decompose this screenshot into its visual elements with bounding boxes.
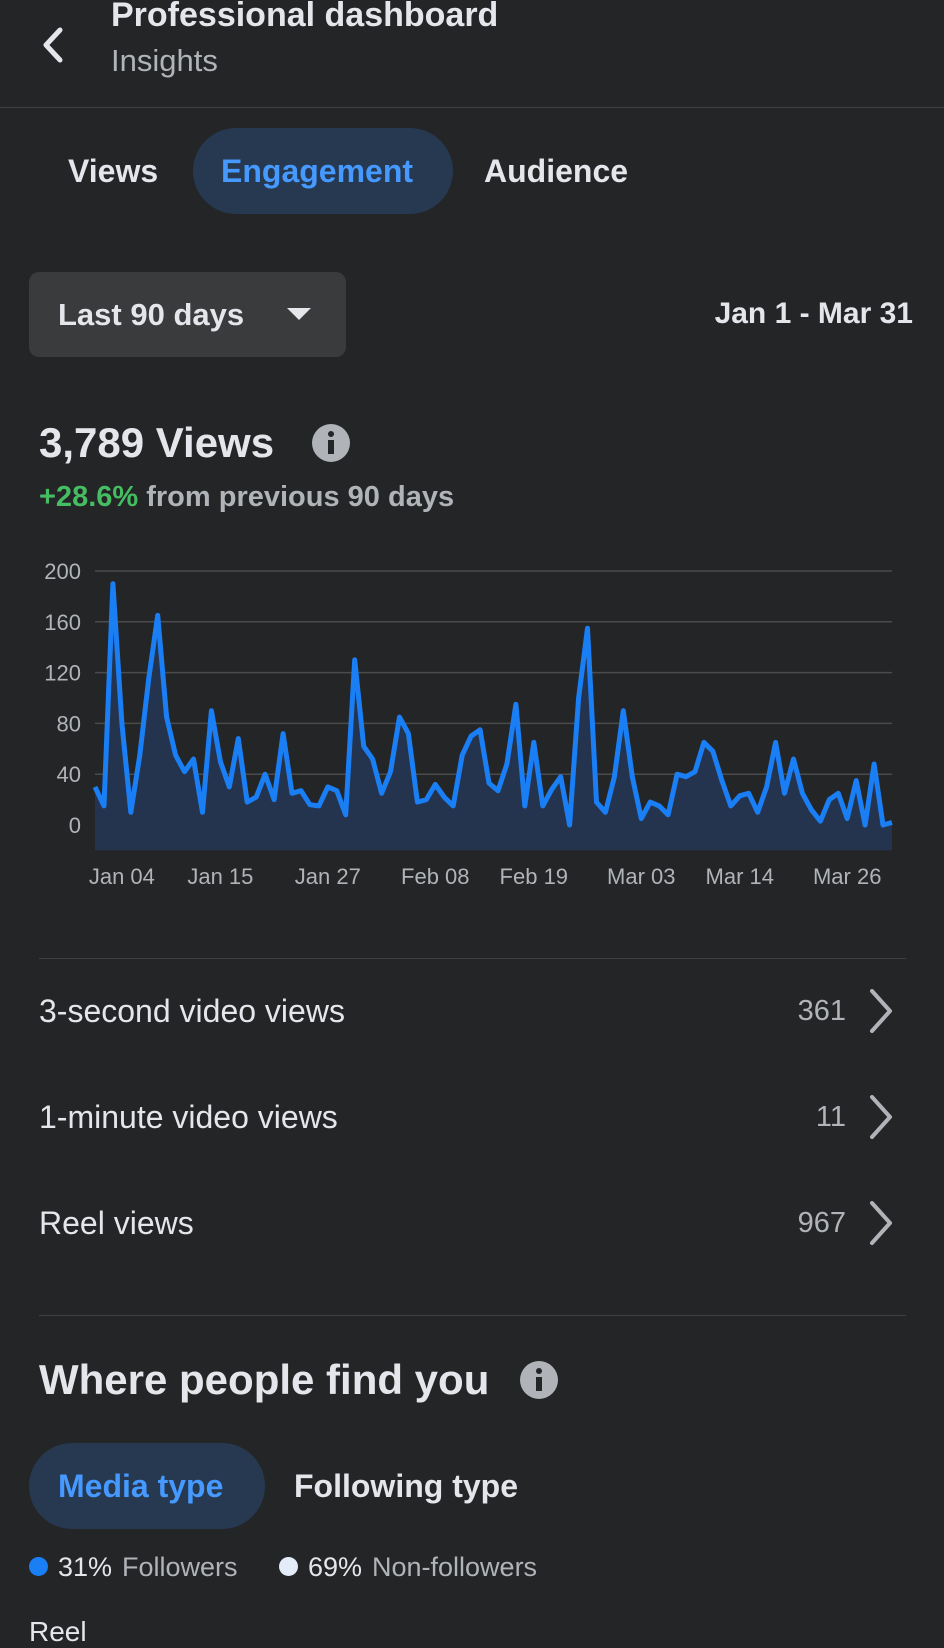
legend-percent: 31% (58, 1552, 113, 1582)
x-tick-label: Jan 15 (187, 864, 253, 889)
divider (39, 1315, 906, 1316)
x-tick-label: Jan 27 (295, 864, 361, 889)
metric-label: 3-second video views (39, 993, 345, 1029)
back-button[interactable] (38, 24, 68, 66)
legend-percent: 69% (308, 1552, 363, 1582)
metric-label: Reel views (39, 1205, 194, 1241)
change-text: from previous 90 days (146, 481, 455, 513)
partial-label: Reel (29, 1616, 87, 1647)
period-dropdown[interactable] (29, 272, 346, 357)
y-tick-label: 0 (69, 813, 81, 838)
section-title: Where people find you (39, 1356, 490, 1403)
x-tick-label: Feb 19 (500, 864, 569, 889)
dropdown-caret (287, 308, 311, 320)
info-icon[interactable] (519, 1360, 559, 1400)
line (92, 581, 893, 828)
divider (0, 107, 944, 108)
metric-value: 361 (797, 995, 846, 1027)
tab-active-bg (193, 128, 453, 214)
chart: 0 40 80 120 160 200 Jan 04 Jan 15 Jan 27 Feb 08 Fe… (44, 559, 893, 889)
tab[interactable]: Views (68, 153, 159, 189)
x-tick-label: Jan 04 (89, 864, 155, 889)
metric-value: 967 (797, 1207, 846, 1239)
divider (39, 958, 906, 959)
y-tick-label: 120 (44, 661, 81, 686)
metric-value: 11 (815, 1101, 846, 1133)
header-title: Professional dashboard (111, 0, 499, 34)
period: Last 90 days (58, 297, 245, 332)
info-icon[interactable] (311, 423, 351, 463)
header-subtitle: Insights (111, 43, 218, 78)
y-tick-label: 80 (57, 711, 81, 736)
area (95, 583, 892, 851)
legend-label: Non-followers (372, 1552, 538, 1582)
x-tick-label: Mar 03 (607, 864, 675, 889)
total-views: 3,789 Views (39, 419, 275, 466)
x-tick-label: Feb 08 (401, 864, 470, 889)
tab[interactable]: Audience (484, 153, 629, 189)
y-tick-label: 200 (44, 559, 81, 584)
metric-label: 1-minute video views (39, 1099, 338, 1135)
x-tick-label: Mar 14 (706, 864, 774, 889)
legend-dot (29, 1557, 48, 1576)
y-tick-label: 40 (57, 762, 81, 787)
y-tick-label: 160 (44, 610, 81, 635)
chevron (866, 1093, 896, 1146)
chevron (866, 987, 896, 1040)
change-line: +28.6% from previous 90 days (39, 481, 454, 514)
tab[interactable]: Following type (294, 1468, 518, 1504)
tab[interactable]: Media type (58, 1468, 224, 1504)
legend-dot (279, 1557, 298, 1576)
legend-label: Followers (122, 1552, 238, 1582)
change: +28.6% (39, 481, 139, 513)
chevron (866, 1199, 896, 1252)
x-tick-label: Mar 26 (813, 864, 881, 889)
date-range: Jan 1 - Mar 31 (714, 297, 913, 330)
tab-active-bg (29, 1443, 265, 1529)
tab[interactable]: Engagement (221, 153, 414, 189)
